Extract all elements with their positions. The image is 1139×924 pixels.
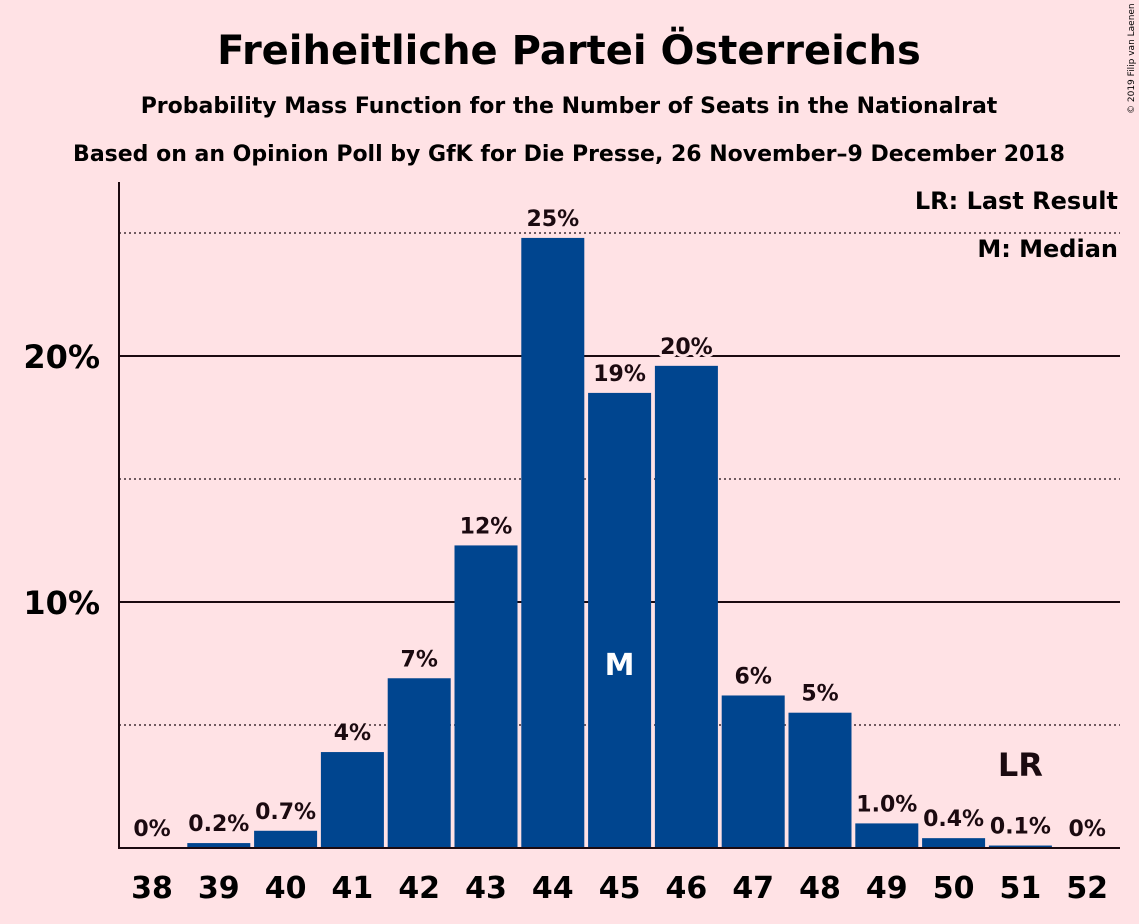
bar: [788, 712, 852, 848]
bar-value-label: 0.4%: [923, 807, 984, 832]
bar-value-label: 0.7%: [255, 800, 316, 825]
x-tick-label: 52: [1066, 871, 1108, 906]
bar-value-label: 0%: [133, 817, 170, 842]
bar-value-label: 1.0%: [856, 792, 917, 817]
bar: [254, 830, 318, 848]
bar: [721, 695, 785, 848]
bar-value-label: 4%: [334, 721, 371, 746]
bar: [187, 843, 251, 848]
x-tick-label: 39: [198, 871, 240, 906]
bars: [187, 237, 1052, 849]
y-tick-label: 10%: [23, 584, 100, 622]
y-tick-label: 20%: [23, 338, 100, 376]
bar-value-label: 5%: [801, 682, 838, 707]
x-tick-label: 42: [398, 871, 440, 906]
chart-subtitle-1: Probability Mass Function for the Number…: [141, 94, 998, 119]
x-tick-label: 50: [933, 871, 975, 906]
bar: [454, 545, 518, 848]
bar-value-label: 20%: [660, 335, 713, 360]
legend-last-result: LR: Last Result: [915, 187, 1118, 215]
x-tick-label: 43: [465, 871, 507, 906]
x-tick-label: 45: [599, 871, 641, 906]
copyright-note: © 2019 Filip van Laenen: [1127, 3, 1137, 114]
bar-value-label: 25%: [526, 207, 579, 232]
bar-value-label: 12%: [460, 514, 513, 539]
legend-median: M: Median: [977, 235, 1118, 263]
last-result-marker: LR: [998, 746, 1043, 784]
chart-marks: M LR: [605, 648, 1043, 784]
x-tick-label: 48: [799, 871, 841, 906]
bar: [988, 845, 1052, 848]
median-marker: M: [605, 648, 635, 683]
bar: [521, 237, 585, 849]
y-axis-labels: 10% 20%: [23, 338, 100, 622]
x-tick-label: 44: [532, 871, 574, 906]
bar: [855, 823, 919, 848]
bar-value-label: 0%: [1069, 817, 1106, 842]
x-axis-labels: 38 39 40 41 42 43 44 45 46 47 48 49 50 51 52: [131, 871, 1108, 906]
bar-value-label: 0.2%: [188, 812, 249, 837]
bar-value-label: 7%: [401, 647, 438, 672]
chart-subtitle-2: Based on an Opinion Poll by GfK for Die …: [73, 142, 1065, 167]
bar: [320, 752, 384, 848]
chart-title: Freiheitliche Partei Österreichs: [217, 26, 921, 74]
bar-value-label: 0.1%: [990, 815, 1051, 840]
x-tick-label: 51: [1000, 871, 1042, 906]
x-tick-label: 41: [332, 871, 374, 906]
bar-value-label: 19%: [593, 362, 646, 387]
bar-value-labels: 0% 0.2% 0.7% 4% 7% 12% 25% 19% 20% 6% 5% 1.0%0.4% 0.…: [130, 204, 1109, 845]
bar: [387, 678, 451, 848]
x-tick-label: 46: [666, 871, 708, 906]
x-tick-label: 40: [265, 871, 307, 906]
bar: [588, 392, 652, 848]
x-tick-label: 47: [732, 871, 774, 906]
x-tick-label: 38: [131, 871, 173, 906]
bar: [654, 365, 718, 848]
x-tick-label: 49: [866, 871, 908, 906]
bar-value-label: 6%: [735, 664, 772, 689]
bar: [922, 838, 986, 848]
